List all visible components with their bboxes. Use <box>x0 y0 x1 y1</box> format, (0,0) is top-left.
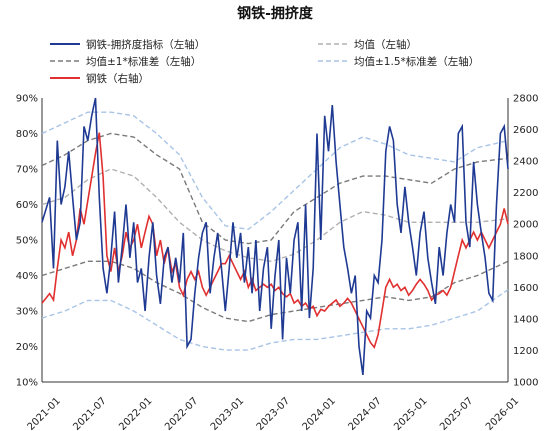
x-tick-label: 2023-01 <box>209 396 246 431</box>
x-tick-label: 2021-01 <box>26 396 63 431</box>
legend-label: 钢铁（右轴） <box>86 72 149 85</box>
right-tick-label: 1200 <box>513 346 538 357</box>
left-tick-label: 50% <box>16 236 38 247</box>
legend-label: 均值（左轴） <box>354 38 417 51</box>
x-tick-label: 2024-07 <box>346 396 383 431</box>
left-axis: 10% 20% 30% 40% 50% 60% 70% 80% 90% <box>16 94 43 389</box>
legend-label: 均值±1.5*标准差（左轴） <box>354 55 479 68</box>
right-tick-label: 2400 <box>513 157 538 168</box>
band-lower-1-std-line <box>41 260 509 323</box>
legend: 钢铁-拥挤度指标（左轴） 均值（左轴） 均值±1*标准差（左轴） 均值±1.5*标准差… <box>50 38 479 85</box>
x-tick-label: 2022-07 <box>163 396 200 431</box>
right-axis: 1000 1200 1400 1600 1800 2000 2200 2400 2600 2800 <box>507 94 538 389</box>
x-tick-label: 2024-01 <box>301 396 338 431</box>
left-tick-label: 40% <box>16 271 38 282</box>
crowding-index-line <box>41 97 509 376</box>
right-tick-label: 2000 <box>513 220 538 231</box>
right-tick-label: 2600 <box>513 125 538 136</box>
chart-title: 钢铁-拥挤度 <box>237 5 314 22</box>
left-tick-label: 60% <box>16 200 38 211</box>
x-axis: 2021-01 2021-07 2022-01 2022-07 2023-01 2023-… <box>26 381 521 431</box>
left-tick-label: 80% <box>16 129 38 140</box>
band-lower-1-5-std-line <box>41 289 509 351</box>
right-tick-label: 1400 <box>513 314 538 325</box>
steel-price-line <box>41 132 509 349</box>
right-tick-label: 1800 <box>513 251 538 262</box>
x-tick-label: 2021-07 <box>71 396 108 431</box>
band-upper-1-std-line <box>41 132 509 245</box>
right-tick-label: 2800 <box>513 94 538 105</box>
left-tick-label: 90% <box>16 94 38 105</box>
right-tick-label: 2200 <box>513 188 538 199</box>
x-tick-label: 2022-01 <box>117 396 154 431</box>
band-upper-1-5-std-line <box>41 111 509 231</box>
x-tick-label: 2025-01 <box>392 396 429 431</box>
left-tick-label: 10% <box>16 378 38 389</box>
x-tick-label: 2026-01 <box>484 396 521 431</box>
right-tick-label: 1600 <box>513 283 538 294</box>
left-tick-label: 30% <box>16 307 38 318</box>
left-tick-label: 70% <box>16 165 38 176</box>
right-tick-label: 1000 <box>513 378 538 389</box>
plot-area <box>41 97 509 376</box>
legend-label: 钢铁-拥挤度指标（左轴） <box>86 38 205 51</box>
left-tick-label: 20% <box>16 342 38 353</box>
legend-label: 均值±1*标准差（左轴） <box>86 55 201 68</box>
mean-line <box>41 168 509 263</box>
x-tick-label: 2023-07 <box>255 396 292 431</box>
x-tick-label: 2025-07 <box>438 396 475 431</box>
